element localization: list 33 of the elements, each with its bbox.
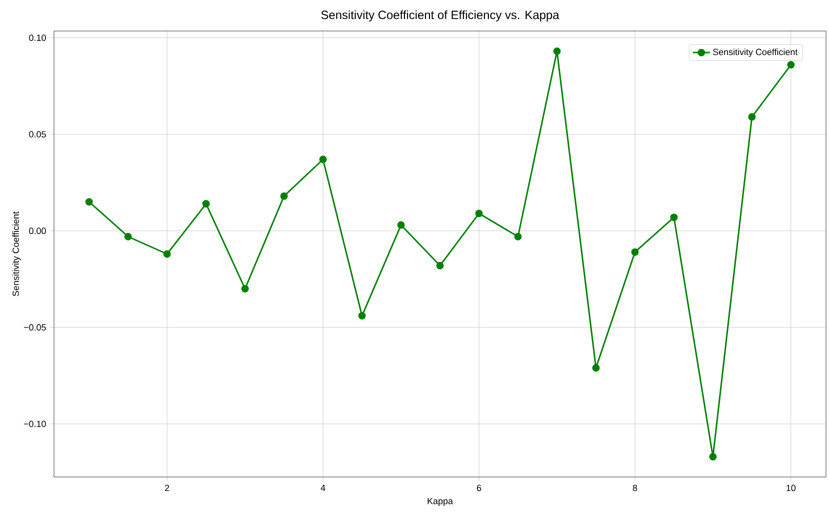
y-axis-title: Sensitivity Coefficient bbox=[12, 212, 21, 296]
point bbox=[202, 200, 210, 208]
x-axis-title: Kappa bbox=[428, 498, 453, 506]
legend-label: Sensitivity Coefficient bbox=[713, 48, 798, 57]
point bbox=[124, 232, 132, 240]
point bbox=[358, 312, 366, 320]
point bbox=[475, 210, 483, 218]
point bbox=[592, 364, 600, 372]
y-tick-label: 0.05 bbox=[29, 131, 46, 138]
point bbox=[319, 156, 327, 164]
y-tick-label: 0.00 bbox=[29, 228, 46, 234]
x-tick-label: 2 bbox=[165, 484, 170, 492]
x-tick-label: 4 bbox=[320, 484, 326, 491]
x-tick-label: 6 bbox=[476, 484, 482, 492]
point bbox=[436, 262, 444, 270]
point bbox=[553, 48, 561, 56]
point bbox=[748, 113, 756, 121]
point bbox=[163, 250, 171, 258]
x-tick-label: 10 bbox=[786, 484, 796, 492]
point bbox=[670, 214, 678, 222]
y-tick-label: −0.10 bbox=[24, 420, 46, 428]
point bbox=[280, 192, 288, 200]
point bbox=[787, 61, 795, 69]
point bbox=[241, 285, 249, 292]
point bbox=[631, 248, 639, 256]
y-tick-label: 0.10 bbox=[29, 34, 46, 41]
y-tick-label: −0.05 bbox=[24, 324, 46, 331]
chart-title: Sensitivity Coefficient of Efficiency vs. Kappa bbox=[321, 10, 560, 22]
point bbox=[397, 221, 405, 229]
point bbox=[514, 232, 522, 240]
x-tick-label: 8 bbox=[632, 484, 638, 492]
point bbox=[85, 198, 93, 206]
point bbox=[709, 452, 717, 460]
